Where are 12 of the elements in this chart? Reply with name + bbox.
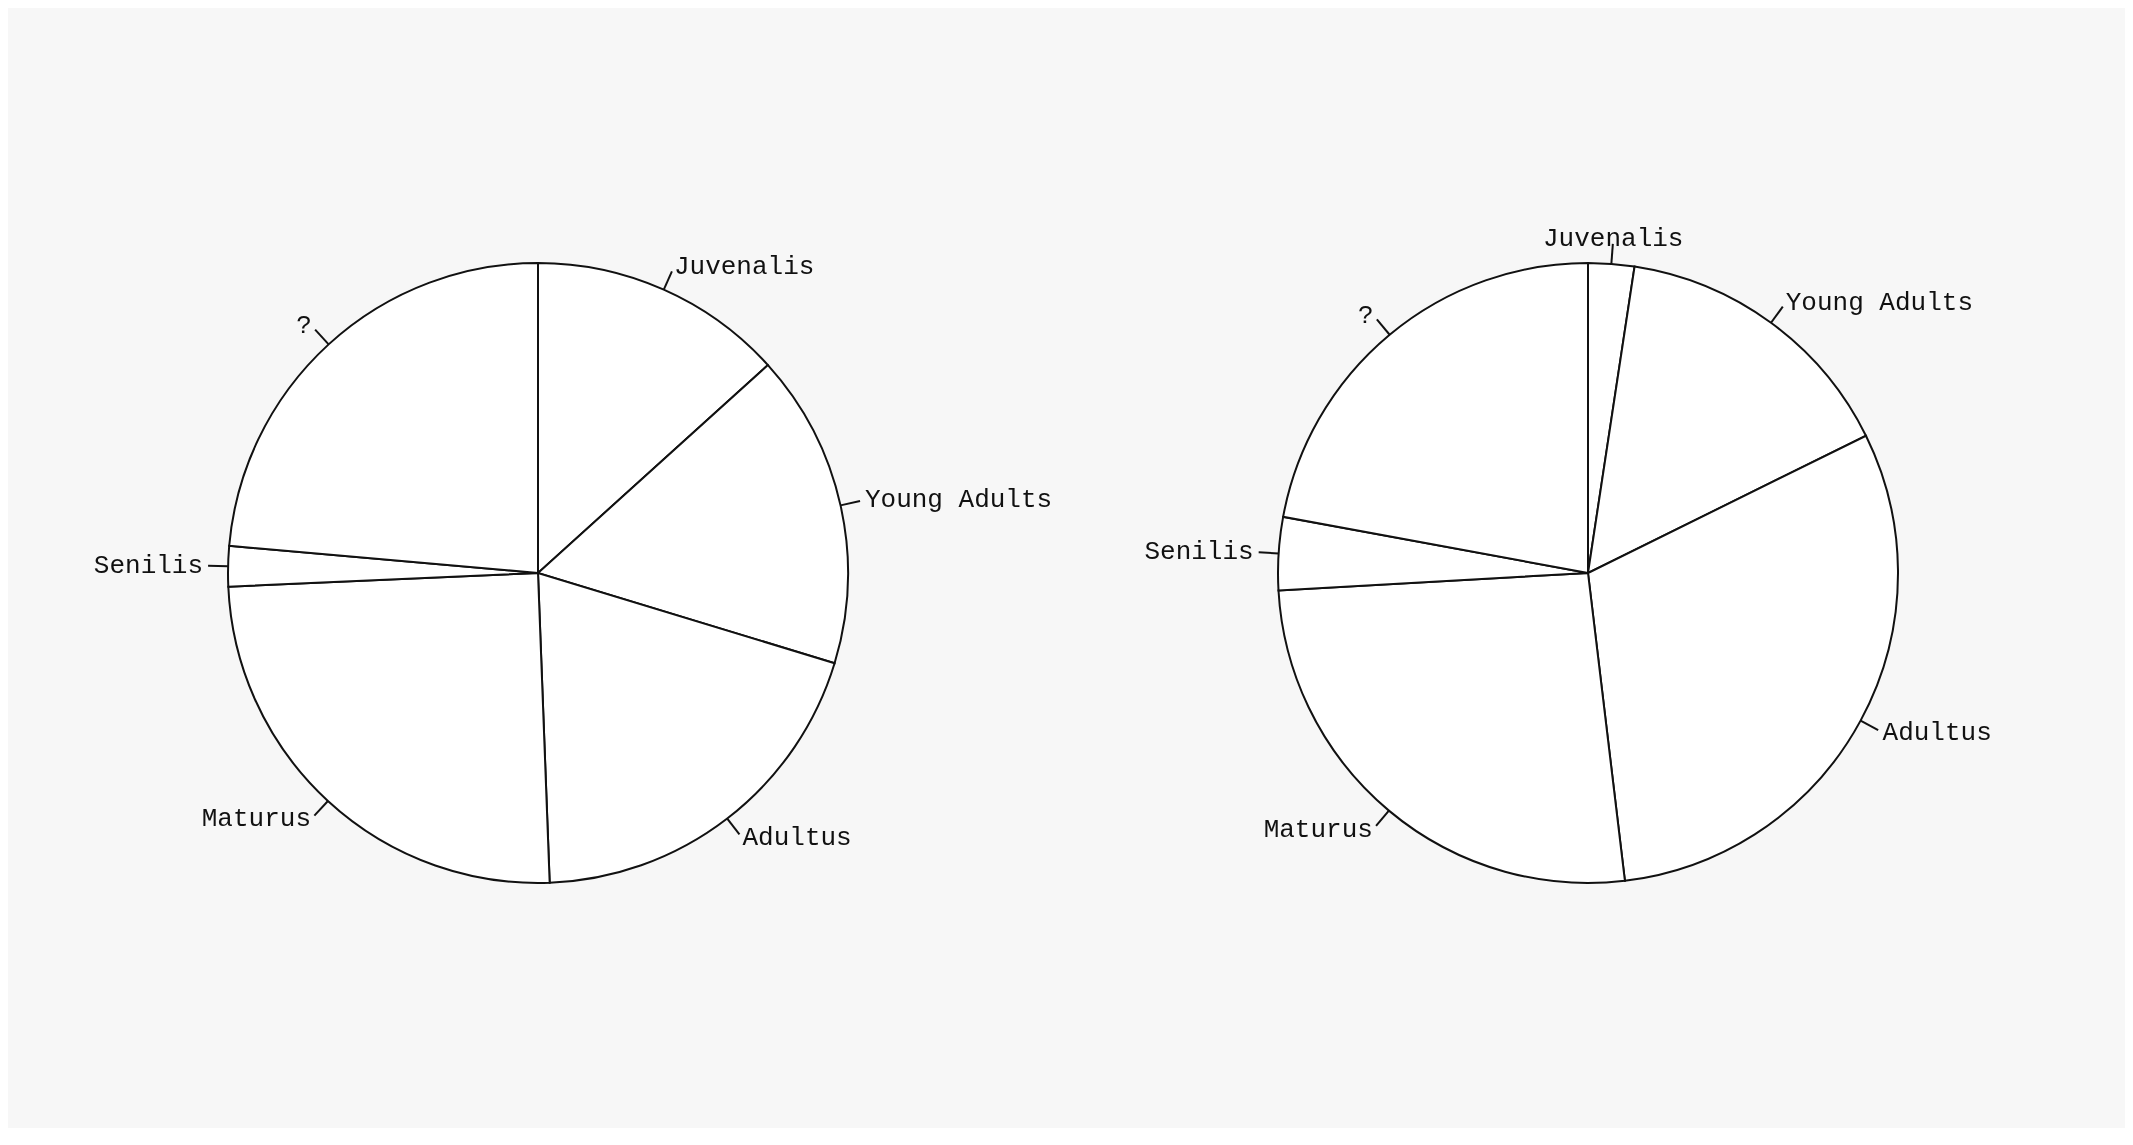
slice-label: Juvenalis [673,251,815,282]
slice-label: Maturus [1263,814,1373,845]
slice-label: ? [296,310,312,341]
slice-label: Senilis [93,550,204,581]
slice-label: Young Adults [1785,287,1973,318]
slice-label: Adultus [742,823,852,854]
slice-label: Maturus [201,804,311,835]
slice-label: ? [1358,300,1374,331]
slice-label: Young Adults [864,484,1053,515]
slice-label: Juvenalis [1543,223,1684,254]
slice-label: Senilis [1144,536,1254,567]
slice-label: Adultus [1882,717,1992,748]
